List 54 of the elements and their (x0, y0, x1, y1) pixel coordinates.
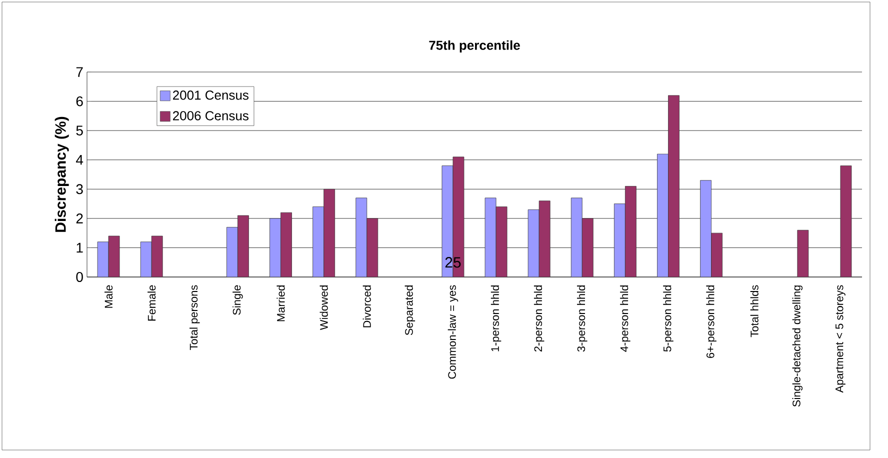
y-tick-label: 3 (76, 184, 83, 194)
x-tick-label: Female (148, 285, 156, 321)
bar (312, 206, 324, 277)
bar (140, 242, 152, 277)
y-tick-label: 4 (76, 155, 84, 165)
bar (582, 218, 594, 277)
bar (151, 236, 163, 277)
y-tick-label: 1 (76, 242, 83, 253)
x-tick-label: Male (104, 285, 113, 308)
x-tick-label: 1-person hhld (490, 286, 502, 352)
y-axis-title: Discrepancy (%) (54, 116, 69, 232)
bar (700, 180, 712, 277)
x-tick-label: Single (232, 285, 243, 315)
x-tick-label: 5-person hhld (663, 286, 674, 352)
x-tick-label: Divorced (362, 286, 371, 328)
x-tick-label: 3-person hhld (577, 286, 588, 352)
y-tick-label: 7 (76, 67, 83, 77)
bar (570, 198, 582, 277)
y-tick-label: 2 (76, 214, 83, 224)
bar (614, 204, 626, 277)
bar (528, 209, 540, 277)
legend-label: 2001 Census (173, 90, 248, 100)
x-tick-label: Widowed (320, 286, 328, 330)
bar (324, 188, 336, 277)
bar (366, 218, 378, 277)
bar (484, 198, 496, 277)
bar (356, 198, 368, 277)
bar (840, 166, 852, 277)
bar (496, 206, 508, 277)
x-tick-label: 2-person hhld (534, 286, 544, 352)
x-tick-label: Married (276, 286, 285, 322)
bar (538, 200, 550, 277)
y-tick-label: 6 (76, 96, 83, 106)
bar (797, 230, 809, 277)
x-tick-label: Total persons (190, 285, 200, 350)
bar (711, 232, 723, 277)
y-tick-label: 5 (76, 126, 83, 136)
x-tick-label: 6+-person hhld (706, 286, 716, 358)
x-tick-label: Single-detached dwelling (792, 286, 803, 407)
y-tick-label: 0 (76, 272, 83, 282)
bar (657, 154, 668, 277)
bar (226, 227, 238, 277)
bar (668, 95, 680, 277)
x-tick-label: 4-person hhld (620, 286, 630, 352)
bar (238, 215, 249, 277)
x-tick-label: Total hhlds (750, 285, 758, 338)
bar (625, 186, 636, 277)
x-tick-label: Common-law = yes (448, 285, 458, 379)
legend-label: 2006 Census (173, 111, 248, 120)
chart-title: 75th percentile (429, 40, 520, 52)
x-tick-label: Apartment < 5 storeys (836, 285, 846, 393)
bar (270, 218, 281, 277)
x-tick-label: Separated (404, 286, 416, 336)
bar (280, 212, 292, 277)
